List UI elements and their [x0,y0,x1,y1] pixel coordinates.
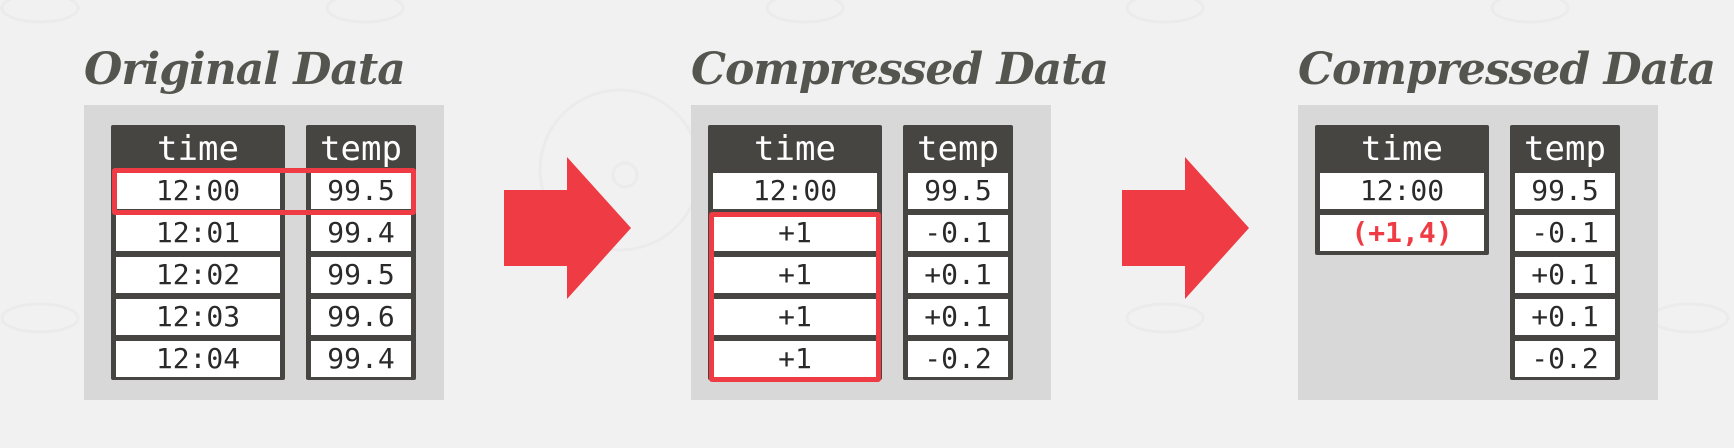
temp-delta-cell: +0.1 [908,299,1008,335]
temp-cell: 99.5 [1515,173,1615,209]
compressed-time-column: time 12:00 +1 +1 +1 +1 [708,125,882,380]
time-cell: 12:03 [116,299,280,335]
temp-cell: 99.6 [311,299,411,335]
temp-column-header: temp [917,129,999,169]
temp-delta-cell: +0.1 [1515,257,1615,293]
temp-column-header: temp [1524,129,1606,169]
delta-rows-highlight [709,212,881,382]
panel-title-compressed-2: Compressed Data [1298,44,1716,95]
temp-delta-cell: +0.1 [1515,299,1615,335]
temp-cell: 99.5 [311,257,411,293]
time-delta-cell: +1 [713,257,877,293]
temp-delta-cell: -0.2 [1515,341,1615,377]
time-cell: 12:00 [1320,173,1484,209]
original-time-column: time 12:00 12:01 12:02 12:03 12:04 [111,125,285,380]
compressed-temp-column: temp 99.5 -0.1 +0.1 +0.1 -0.2 [903,125,1013,380]
panel-title-compressed-1: Compressed Data [691,44,1109,95]
first-row-highlight [112,168,416,215]
right-arrow-icon [1122,157,1249,299]
time-cell: 12:04 [116,341,280,377]
time-column-header: time [157,129,239,169]
time-column-header: time [1361,129,1443,169]
rle-temp-column: temp 99.5 -0.1 +0.1 +0.1 -0.2 [1510,125,1620,380]
panel-title-original: Original Data [84,44,406,95]
right-arrow-icon [504,157,631,299]
time-cell: 12:01 [116,215,280,251]
temp-delta-cell: -0.2 [908,341,1008,377]
temp-delta-cell: +0.1 [908,257,1008,293]
original-temp-column: temp 99.5 99.4 99.5 99.6 99.4 [306,125,416,380]
temp-cell: 99.4 [311,215,411,251]
time-column-header: time [754,129,836,169]
temp-delta-cell: -0.1 [1515,215,1615,251]
temp-cell: 99.5 [311,173,411,209]
temp-delta-cell: -0.1 [908,215,1008,251]
time-delta-cell: +1 [713,215,877,251]
time-cell: 12:00 [713,173,877,209]
temp-column-header: temp [320,129,402,169]
time-delta-cell: +1 [713,341,877,377]
time-cell: 12:02 [116,257,280,293]
temp-cell: 99.4 [311,341,411,377]
time-cell: 12:00 [116,173,280,209]
run-length-cell: (+1,4) [1320,215,1484,251]
time-delta-cell: +1 [713,299,877,335]
temp-cell: 99.5 [908,173,1008,209]
rle-time-column: time 12:00 (+1,4) [1315,125,1489,255]
